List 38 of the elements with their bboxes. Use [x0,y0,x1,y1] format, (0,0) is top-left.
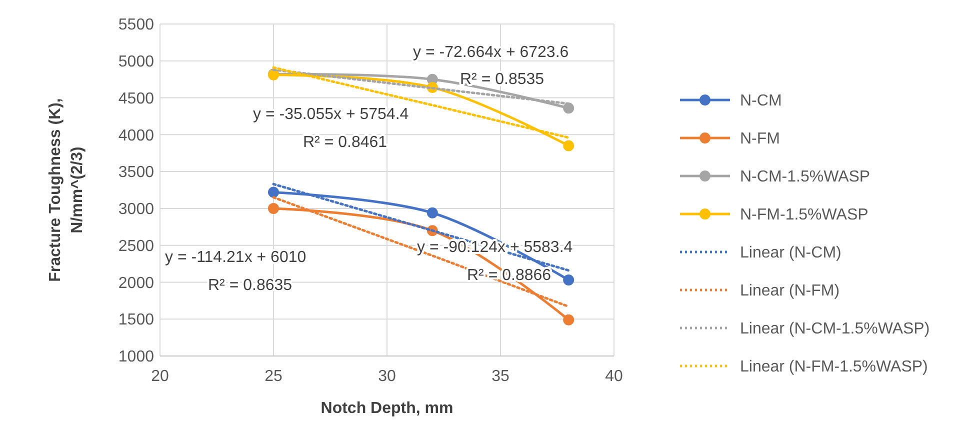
annotation: R² = 0.8535 [460,71,544,88]
y-tick-label: 2000 [118,274,154,292]
legend-label: N-FM-1.5%WASP [740,206,868,224]
annotation: y = -72.664x + 6723.6 [413,44,569,61]
x-axis-title: Notch Depth, mm [320,400,454,417]
point [268,186,279,198]
legend-label: N-FM [740,130,780,148]
legend-label: Linear (N-FM-1.5%WASP) [740,358,928,376]
annotation: R² = 0.8461 [303,134,388,151]
annotation: y = -114.21x + 6010 [165,249,306,266]
legend-label: Linear (N-CM-1.5%WASP) [740,320,930,338]
point [563,140,574,152]
annotation: R² = 0.8635 [208,277,292,294]
y-tick-label: 1500 [118,312,154,329]
y-tick-label: 1000 [118,348,154,366]
x-tick-label: 30 [378,368,396,385]
y-tick-label: 4000 [118,127,154,144]
y-tick-label: 3000 [118,201,154,218]
x-tick-label: 35 [492,368,510,385]
y-axis-title: Fracture Toughness (K), N/mm^(2/3) [47,98,86,282]
point [426,207,438,218]
point [268,202,279,214]
legend-label: Linear (N-CM) [740,244,842,262]
point [563,314,574,326]
legend-label: Linear (N-FM) [740,282,840,300]
annotation: y = -35.055x + 5754.4 [253,106,409,123]
y-tick-label: 5500 [118,16,154,34]
y-tick-label: 4500 [118,90,154,108]
y-tick-label: 3500 [118,164,154,182]
legend-label: N-CM-1.5%WASP [740,168,870,186]
legend-label: N-CM [740,92,782,110]
y-tick-label: 2500 [118,238,154,255]
y-tick-label: 5000 [118,53,154,70]
x-tick-label: 40 [605,368,623,385]
x-tick-label: 20 [151,368,169,385]
point [563,102,574,114]
point [563,274,574,286]
x-tick-label: 25 [264,368,282,385]
